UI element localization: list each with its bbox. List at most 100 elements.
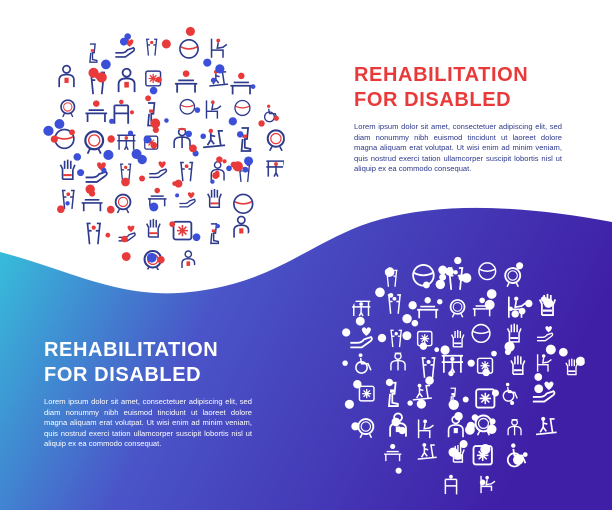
decorative-dot	[222, 159, 227, 164]
decorative-dot	[408, 301, 417, 310]
decorative-dot	[88, 67, 99, 78]
decorative-dot	[43, 125, 54, 136]
doctor-icon	[507, 418, 522, 436]
decorative-dot	[107, 135, 115, 143]
decorative-dot	[157, 255, 165, 264]
decorative-dot	[228, 117, 237, 126]
crutches-icon	[61, 189, 75, 209]
decorative-dot	[194, 107, 201, 113]
decorative-dot	[391, 417, 401, 427]
prosthetic-hand-icon	[506, 323, 522, 343]
decorative-dot	[150, 142, 158, 149]
decorative-dot	[172, 181, 177, 186]
decorative-dot	[525, 299, 533, 308]
caring-hands-icon	[149, 161, 168, 179]
bottom-title: REHABILITATION FOR DISABLED	[44, 338, 218, 388]
massage-table-icon	[147, 187, 167, 207]
decorative-dot	[344, 399, 354, 409]
decorative-dot	[482, 368, 490, 377]
ice-pack-icon	[358, 385, 375, 402]
decorative-dot	[258, 120, 265, 127]
decorative-dot	[149, 202, 159, 212]
decorative-dot	[124, 33, 131, 40]
top-title-line2: FOR DISABLED	[354, 89, 512, 111]
decorative-dot	[491, 389, 499, 397]
decorative-dot	[516, 262, 524, 270]
decorative-dot	[210, 77, 217, 83]
decorative-dot	[101, 59, 111, 70]
crutches-icon	[180, 161, 194, 182]
balance-ring-icon	[504, 267, 522, 288]
decorative-dot	[146, 252, 157, 263]
decorative-dot	[489, 418, 496, 425]
treadmill-icon	[535, 416, 557, 436]
therapist-icon	[117, 67, 136, 93]
decorative-dot	[522, 452, 528, 457]
decorative-dot	[486, 289, 497, 299]
massage-table-icon	[85, 100, 108, 123]
decorative-dot	[438, 265, 448, 275]
parallel-bars-icon	[117, 134, 136, 151]
therapist-icon	[181, 250, 196, 270]
decorative-dot	[518, 307, 526, 315]
decorative-dot	[534, 384, 544, 394]
decorative-dot	[351, 422, 360, 431]
decorative-dot	[435, 279, 446, 290]
ice-pack-icon	[475, 388, 496, 409]
prosthetic-leg-icon	[89, 43, 98, 63]
massage-table-icon	[230, 72, 253, 95]
chair-exercise-icon	[417, 419, 434, 439]
crutches-icon	[86, 222, 101, 245]
decorative-dot	[465, 424, 475, 435]
decorative-dot	[491, 350, 497, 357]
decorative-dot	[174, 179, 183, 188]
walker-icon	[444, 474, 458, 495]
decorative-dot	[454, 256, 462, 265]
prosthetic-hand-icon	[145, 218, 161, 238]
decorative-dot	[69, 129, 75, 136]
balance-ring-icon	[449, 299, 466, 318]
caring-hands-icon	[532, 381, 556, 403]
decorative-dot	[232, 161, 243, 172]
decorative-dot	[440, 345, 450, 355]
top-icon-circle	[43, 26, 285, 270]
caring-hands-icon	[179, 192, 196, 208]
bottom-body-text: Lorem ipsum dolor sit amet, consectetuer…	[44, 397, 252, 449]
decorative-dot	[559, 347, 568, 357]
balance-ring-icon	[266, 129, 285, 152]
decorative-dot	[411, 319, 419, 327]
chair-exercise-icon	[205, 100, 222, 119]
parallel-bars-icon	[351, 300, 371, 317]
decorative-dot	[534, 373, 543, 381]
decorative-dot	[342, 328, 351, 337]
decorative-dot	[454, 412, 463, 421]
decorative-dot	[487, 424, 497, 434]
decorative-dot	[377, 333, 387, 343]
decorative-dot	[453, 451, 462, 460]
decorative-dot	[85, 184, 95, 194]
decorative-dot	[480, 444, 491, 455]
bottom-icon-circle	[342, 256, 585, 495]
decorative-dot	[510, 400, 515, 405]
decorative-dot	[402, 313, 412, 324]
decorative-dot	[54, 119, 65, 129]
decorative-dot	[511, 310, 519, 318]
wheelchair-icon	[355, 353, 372, 374]
decorative-dot	[96, 72, 107, 83]
prosthetic-hand-icon	[510, 355, 526, 375]
therapist-icon	[233, 215, 250, 238]
decorative-dot	[155, 76, 162, 83]
decorative-dot	[425, 376, 434, 385]
decorative-dot	[105, 232, 111, 238]
decorative-dot	[342, 360, 348, 366]
crutches-icon	[120, 163, 132, 181]
ice-pack-icon	[172, 220, 193, 241]
decorative-dot	[236, 131, 244, 138]
prosthetic-leg-icon	[387, 381, 399, 407]
decorative-dot	[175, 193, 180, 198]
decorative-dot	[121, 252, 131, 261]
decorative-dot	[56, 205, 65, 214]
walker-icon	[113, 99, 130, 124]
top-title: REHABILITATION FOR DISABLED	[354, 63, 528, 113]
